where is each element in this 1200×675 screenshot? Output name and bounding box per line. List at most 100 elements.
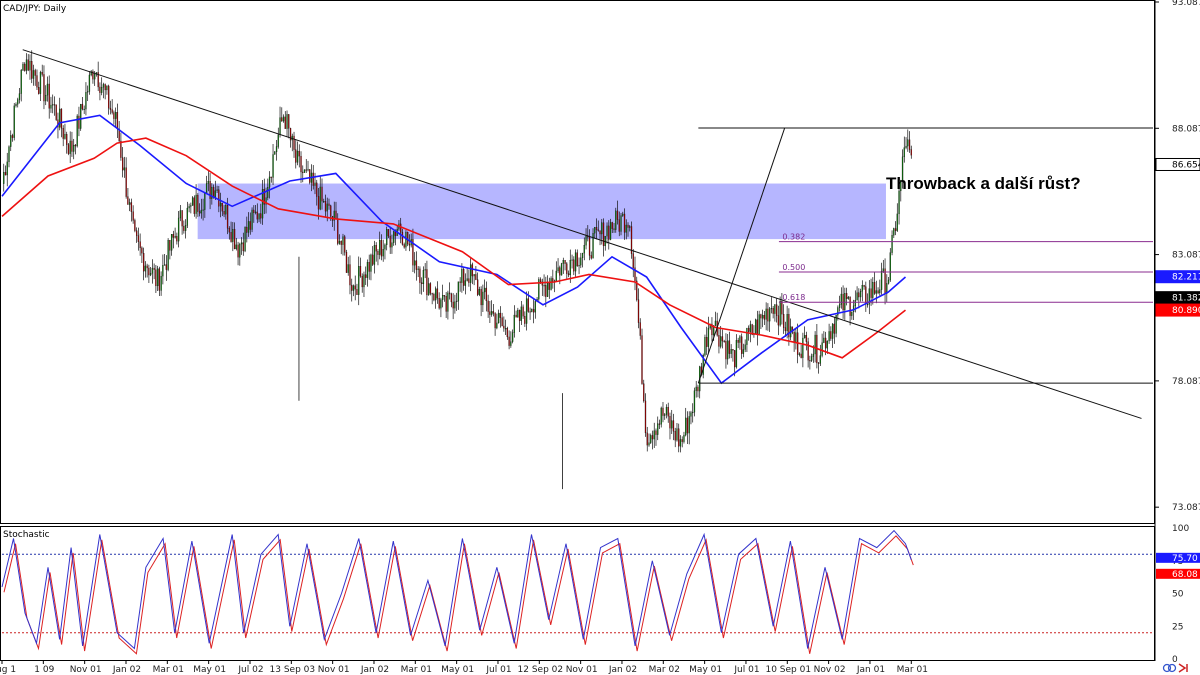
candle-body: [197, 194, 199, 212]
candle-body: [679, 439, 682, 447]
candle-body: [735, 340, 738, 368]
candle-body: [139, 241, 141, 249]
candle-body: [198, 211, 201, 214]
candle-body: [704, 337, 706, 356]
candle-body: [480, 289, 482, 306]
candle-body: [648, 442, 650, 446]
candle-body: [531, 309, 533, 312]
candle-body: [737, 340, 739, 343]
candle-body: [872, 282, 874, 298]
x-tick-label: 12 Sep 02: [518, 665, 564, 675]
candle-body: [508, 336, 510, 346]
candle-body: [445, 296, 447, 312]
candle-body: [188, 206, 190, 209]
fibonacci-level-label: 0.500: [782, 263, 805, 272]
candle-body: [443, 295, 446, 297]
candle-body: [221, 202, 223, 212]
candle-body: [636, 280, 638, 300]
candle-body: [165, 264, 168, 270]
candle-body: [15, 104, 17, 107]
candle-body: [851, 311, 853, 316]
candle-body: [436, 288, 439, 299]
candle-body: [225, 205, 227, 215]
candle-body: [27, 59, 29, 71]
candle-body: [29, 61, 31, 71]
candle-body: [202, 209, 204, 211]
candle-body: [426, 269, 428, 296]
candle-body: [763, 314, 766, 320]
candle-body: [400, 223, 402, 233]
stochastic-value-box: [1156, 552, 1200, 563]
candle-body: [69, 140, 71, 154]
candle-body: [181, 210, 183, 227]
candle-body: [125, 167, 127, 197]
candle-body: [356, 288, 358, 295]
candle-body: [454, 301, 456, 309]
x-tick-label: Jan 02: [112, 665, 141, 675]
candle-body: [387, 229, 390, 237]
candle-body: [17, 99, 19, 105]
candle-body: [506, 328, 509, 338]
candle-body: [539, 279, 542, 283]
annotation-text: Throwback a další růst?: [886, 174, 1081, 193]
link-icon[interactable]: [1162, 663, 1177, 673]
candle-body: [755, 319, 757, 334]
stochastic-value: 75.70: [1172, 554, 1198, 564]
x-tick-label: Jan 02: [608, 665, 637, 675]
candle-body: [775, 304, 778, 316]
candle-body: [163, 264, 166, 266]
candle-body: [604, 235, 606, 247]
candle-body: [545, 285, 547, 297]
candle-body: [81, 103, 84, 110]
x-tick-label: Mar 01: [153, 665, 184, 675]
candle-body: [898, 190, 900, 215]
y-tick-label: 73.087: [1172, 503, 1200, 513]
candle-body: [111, 109, 113, 113]
candle-body: [452, 301, 454, 309]
candle-body: [296, 150, 299, 163]
candle-body: [230, 232, 232, 242]
candle-body: [462, 269, 465, 286]
candle-body: [865, 286, 867, 305]
candle-body: [741, 336, 743, 354]
candle-body: [412, 239, 414, 266]
candle-body: [770, 308, 773, 310]
scroll-right-icon[interactable]: [1178, 663, 1188, 673]
candle-body: [690, 412, 692, 417]
candle-body: [765, 308, 767, 320]
candle-body: [153, 267, 155, 270]
candle-body: [62, 128, 64, 139]
candle-body: [772, 308, 774, 314]
candle-body: [307, 169, 309, 171]
candle-body: [907, 139, 909, 147]
candle-body: [363, 274, 365, 288]
x-tick-label: Jul 01: [485, 665, 511, 675]
candle-body: [247, 221, 250, 233]
candle-body: [734, 350, 736, 368]
candle-body: [730, 349, 732, 354]
candle-body: [711, 323, 713, 336]
candle-body: [246, 226, 248, 233]
candle-body: [67, 144, 70, 154]
candle-body: [179, 210, 182, 219]
candle-body: [588, 236, 591, 256]
candle-body: [151, 267, 154, 274]
price-label-box: [1155, 303, 1200, 317]
candle-body: [421, 282, 423, 285]
candle-body: [629, 226, 631, 228]
candle-body: [887, 279, 890, 284]
candle-body: [697, 386, 699, 392]
candle-body: [706, 337, 708, 347]
candle-body: [120, 140, 122, 158]
candle-body: [849, 296, 851, 316]
candle-body: [782, 314, 785, 328]
candle-body: [905, 145, 907, 148]
stochastic-y-tick-label: 50: [1172, 590, 1184, 600]
candle-body: [810, 356, 813, 361]
candle-body: [515, 314, 517, 318]
candle-body: [174, 236, 176, 238]
candle-body: [20, 70, 22, 94]
trendline: [22, 49, 1142, 419]
candle-body: [791, 326, 794, 333]
